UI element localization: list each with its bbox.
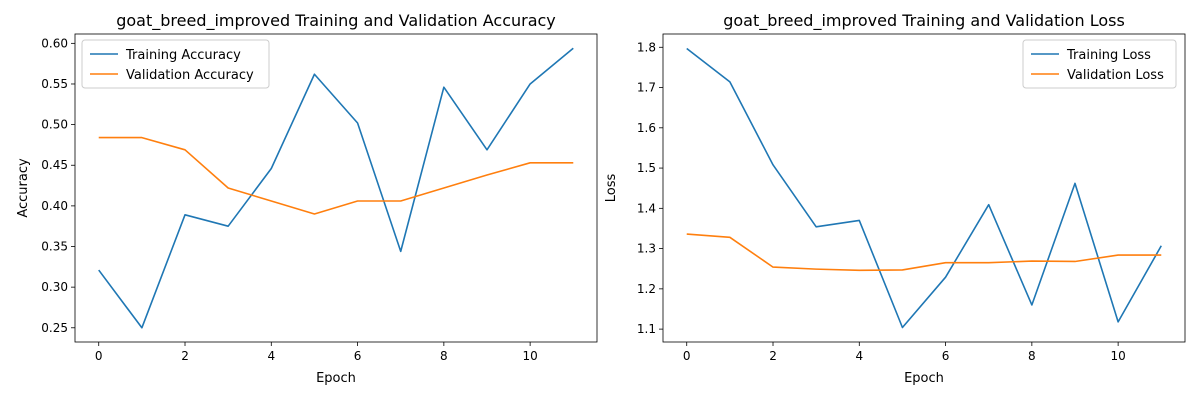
accuracy-series-training-line xyxy=(98,47,574,329)
loss-x-tick-label: 0 xyxy=(683,349,691,363)
accuracy-legend: Training Accuracy Validation Accuracy xyxy=(81,39,270,89)
accuracy-x-tick-label: 8 xyxy=(440,349,448,363)
loss-y-tick-label: 1.7 xyxy=(637,81,656,95)
loss-x-axis-label: Epoch xyxy=(904,371,944,386)
accuracy-chart: goat_breed_improved Training and Validat… xyxy=(16,11,598,386)
accuracy-x-axis-label: Epoch xyxy=(316,371,356,386)
accuracy-y-axis-label: Accuracy xyxy=(16,158,31,218)
accuracy-y-tick-label: 0.40 xyxy=(41,199,68,213)
accuracy-x-tick-label: 0 xyxy=(95,349,103,363)
loss-legend: Training Loss Validation Loss xyxy=(1022,39,1177,89)
accuracy-y-tick-label: 0.50 xyxy=(41,118,68,132)
loss-chart-title: goat_breed_improved Training and Validat… xyxy=(723,11,1125,31)
loss-x-tick-label: 2 xyxy=(769,349,777,363)
loss-y-tick-label: 1.3 xyxy=(637,242,656,256)
loss-y-tick-label: 1.1 xyxy=(637,322,656,336)
accuracy-series-validation-line xyxy=(98,136,574,215)
loss-series-training-line xyxy=(686,47,1162,329)
accuracy-y-tick-label: 0.60 xyxy=(41,36,68,50)
loss-y-tick-label: 1.6 xyxy=(637,121,656,135)
loss-legend-box xyxy=(1022,39,1177,89)
loss-y-axis-label: Loss xyxy=(604,174,619,203)
loss-y-tick-label: 1.5 xyxy=(637,161,656,175)
loss-y-tick-label: 1.4 xyxy=(637,201,656,215)
loss-x-tick-label: 4 xyxy=(855,349,863,363)
accuracy-legend-box xyxy=(81,39,270,89)
accuracy-plot-frame xyxy=(74,33,598,343)
accuracy-y-tick-label: 0.45 xyxy=(41,158,68,172)
loss-x-tick-label: 10 xyxy=(1110,349,1125,363)
accuracy-y-tick-label: 0.55 xyxy=(41,77,68,91)
loss-y-tick-label: 1.8 xyxy=(637,40,656,54)
loss-legend-label: Training Loss xyxy=(1066,48,1151,63)
loss-x-tick-label: 6 xyxy=(942,349,950,363)
loss-chart: goat_breed_improved Training and Validat… xyxy=(604,11,1186,386)
loss-legend-label: Validation Loss xyxy=(1067,68,1164,83)
accuracy-y-tick-label: 0.35 xyxy=(41,240,68,254)
loss-plot-frame xyxy=(662,33,1186,343)
loss-series-validation-line xyxy=(686,233,1162,272)
loss-x-tick-label: 8 xyxy=(1028,349,1036,363)
accuracy-legend-label: Training Accuracy xyxy=(125,48,241,63)
loss-y-tick-label: 1.2 xyxy=(637,282,656,296)
accuracy-x-tick-label: 6 xyxy=(354,349,362,363)
accuracy-y-tick-label: 0.30 xyxy=(41,280,68,294)
accuracy-x-tick-label: 10 xyxy=(522,349,537,363)
accuracy-legend-label: Validation Accuracy xyxy=(126,68,254,83)
accuracy-x-tick-label: 2 xyxy=(181,349,189,363)
accuracy-y-tick-label: 0.25 xyxy=(41,321,68,335)
accuracy-chart-title: goat_breed_improved Training and Validat… xyxy=(116,11,556,31)
accuracy-x-tick-label: 4 xyxy=(267,349,275,363)
